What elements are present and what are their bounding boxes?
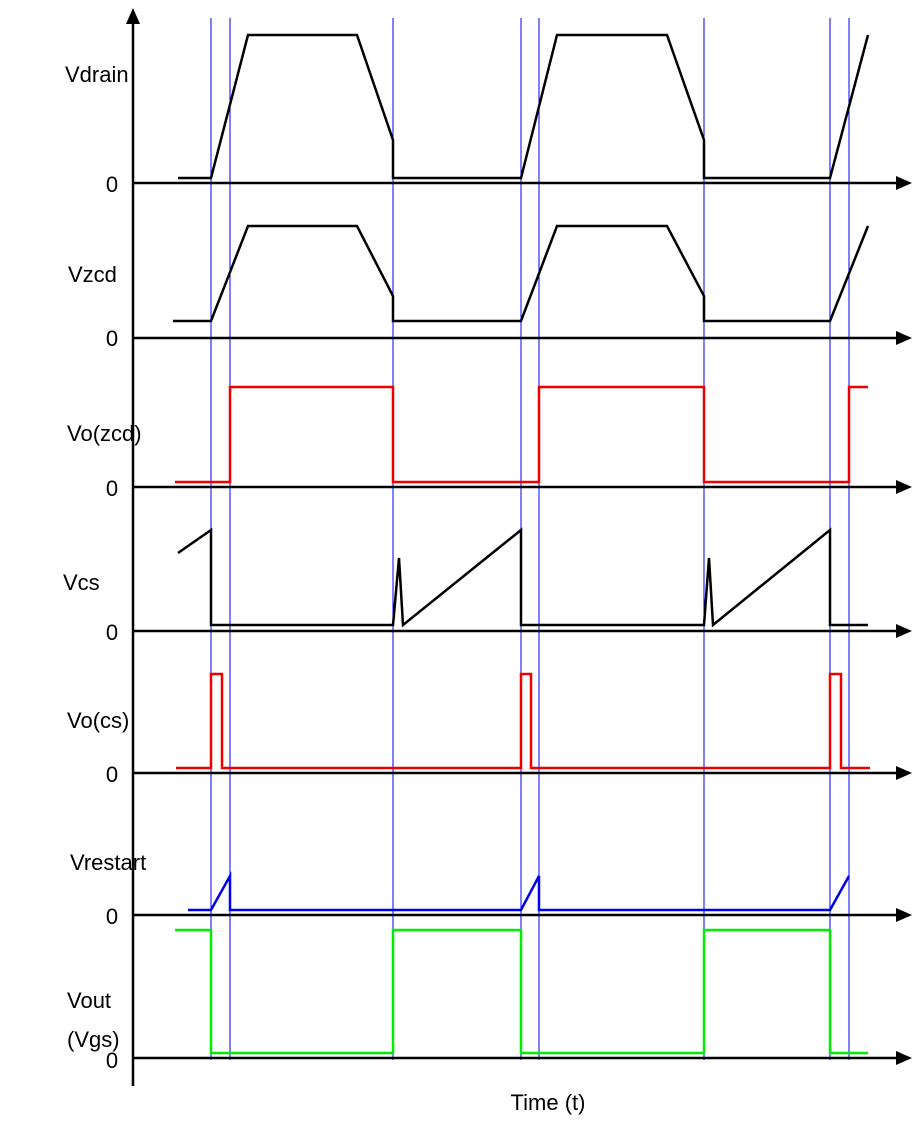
vzcd-zero-label: 0 bbox=[106, 326, 118, 351]
vout-label: (Vgs) bbox=[67, 1027, 120, 1052]
vo-zcd-zero-label: 0 bbox=[106, 476, 118, 501]
vout-axis-arrow-icon bbox=[896, 1051, 912, 1065]
y-axis-arrow-icon bbox=[126, 8, 140, 24]
vcs-zero-label: 0 bbox=[106, 620, 118, 645]
vrestart-waveform bbox=[188, 871, 851, 912]
vzcd-label: Vzcd bbox=[68, 262, 117, 287]
vdrain-label: Vdrain bbox=[65, 62, 129, 87]
signal-labels: Vdrain0Vzcd0Vo(zcd)0Vcs0Vo(cs)0Vrestart0… bbox=[63, 62, 146, 1073]
vo-cs-axis-arrow-icon bbox=[896, 766, 912, 780]
vzcd-axis-arrow-icon bbox=[896, 331, 912, 345]
vdrain-axis-arrow-icon bbox=[896, 176, 912, 190]
waveforms bbox=[173, 33, 870, 1055]
vout-label: Vout bbox=[67, 988, 111, 1013]
vo-cs-zero-label: 0 bbox=[106, 762, 118, 787]
vzcd-waveform bbox=[173, 224, 870, 323]
vrestart-label: Vrestart bbox=[70, 850, 146, 875]
vcs-waveform bbox=[177, 527, 868, 628]
timing-markers bbox=[210, 18, 850, 1060]
vo-zcd-axis-arrow-icon bbox=[896, 480, 912, 494]
x-axis-label: Time (t) bbox=[511, 1090, 586, 1115]
vout-waveform bbox=[175, 928, 868, 1055]
vo-cs-label: Vo(cs) bbox=[67, 708, 129, 733]
vo-zcd-label: Vo(zcd) bbox=[67, 421, 142, 446]
vdrain-zero-label: 0 bbox=[106, 172, 118, 197]
vrestart-zero-label: 0 bbox=[106, 904, 118, 929]
vcs-label: Vcs bbox=[63, 570, 100, 595]
vout-zero-label: 0 bbox=[106, 1048, 118, 1073]
vo-zcd-waveform bbox=[175, 385, 868, 484]
vcs-axis-arrow-icon bbox=[896, 624, 912, 638]
axes bbox=[126, 8, 912, 1086]
vo-cs-waveform bbox=[176, 672, 870, 770]
vrestart-axis-arrow-icon bbox=[896, 908, 912, 922]
vdrain-waveform bbox=[178, 33, 870, 180]
